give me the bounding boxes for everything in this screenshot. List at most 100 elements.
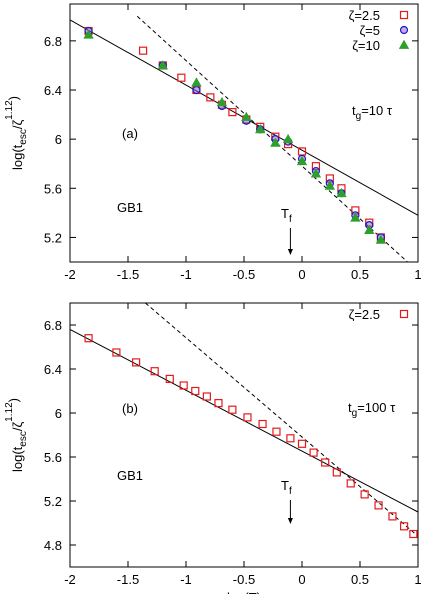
marker-square [332, 468, 341, 477]
x-tick-label: 0 [298, 572, 305, 587]
marker-square [206, 93, 215, 102]
text-part: t [348, 400, 352, 415]
subscript: g [356, 111, 362, 122]
marker-square [191, 386, 200, 396]
x-tick-label: -2 [64, 572, 76, 587]
marker-square [258, 419, 267, 429]
panel-label: (b) [122, 401, 138, 416]
y-tick-label: 6.4 [44, 362, 62, 377]
legend-label: ζ=5 [359, 23, 380, 38]
marker-square [321, 458, 330, 467]
legend-marker [399, 25, 409, 35]
text-part: log(t [10, 144, 25, 170]
marker-square [309, 448, 318, 457]
subscript: f [289, 214, 292, 225]
subscript: f [289, 486, 292, 497]
text-part: ) [6, 96, 21, 100]
y-tick-label: 5.6 [44, 450, 62, 465]
x-tick-label: -0.5 [233, 267, 255, 282]
x-tick-label: -1.5 [117, 572, 139, 587]
marker-triangle [324, 180, 336, 190]
marker-triangle [364, 224, 375, 234]
legend-marker [398, 39, 410, 49]
x-tick-label: 1 [414, 267, 421, 282]
x-tick-label: -2 [64, 267, 76, 282]
legend-label: ζ=10 [352, 38, 380, 53]
tf-label: Tf [281, 206, 292, 225]
x-tick-label: -1.5 [117, 267, 139, 282]
text-part: =10 τ [361, 103, 393, 118]
x-tick-label: 0 [298, 267, 305, 282]
text-part: T [281, 478, 289, 493]
marker-square [374, 501, 383, 510]
marker-square [297, 439, 307, 448]
y-axis-label: log(tesc/ζ1.12) [4, 96, 29, 170]
marker-triangle [191, 77, 202, 87]
tf-arrow-head [287, 518, 293, 524]
marker-square [179, 381, 188, 390]
marker-triangle [241, 111, 252, 121]
x-tick-label: -1 [180, 572, 192, 587]
x-tick-label: 0.5 [351, 267, 369, 282]
subscript: g [352, 408, 358, 419]
legend-marker [399, 309, 409, 319]
panel: -2 -1.5 -1 -0.5 0 0.5 1 4.8 5.2 5.6 6 6.4 6.8 log(tes… [4, 302, 422, 594]
marker-triangle [255, 123, 266, 134]
y-tick-label: 4.8 [44, 538, 62, 553]
y-tick-label: 5.6 [44, 181, 62, 196]
plot-frame [69, 302, 419, 568]
group-label: GB1 [117, 200, 143, 215]
x-tick-label: -1 [180, 267, 192, 282]
tf-label: Tf [281, 478, 292, 497]
marker-square [272, 427, 281, 436]
subscript: esc [18, 129, 29, 145]
legend-label: ζ=2.5 [349, 307, 380, 322]
legend-label: ζ=2.5 [349, 8, 380, 23]
marker-square [84, 334, 93, 343]
marker-triangle [282, 133, 294, 144]
marker-square [132, 358, 141, 367]
text-part: log(t [10, 446, 25, 472]
marker-square [112, 348, 121, 357]
marker-square [214, 399, 223, 408]
text-part: ) [6, 398, 21, 402]
x-tick-label: 0.5 [351, 572, 369, 587]
tf-arrow-head [287, 249, 293, 255]
y-tick-label: 6 [55, 132, 62, 147]
tg-label: tg=100 τ [348, 400, 396, 419]
marker-square [360, 490, 369, 499]
y-tick-label: 6.8 [44, 318, 62, 333]
marker-square [177, 73, 186, 82]
marker-square [202, 392, 211, 401]
y-tick-label: 6.8 [44, 34, 62, 49]
marker-square [286, 434, 295, 443]
y-tick-label: 5.2 [44, 494, 62, 509]
panel-label: (a) [122, 126, 138, 141]
marker-square [228, 405, 237, 414]
marker-triangle [216, 96, 228, 107]
subscript: esc [18, 431, 29, 447]
marker-square [243, 413, 252, 422]
marker-square [228, 108, 237, 117]
x-axis-label: log(T) [227, 590, 261, 594]
y-tick-label: 6.4 [44, 83, 62, 98]
text-part: /ζ [10, 422, 25, 432]
y-axis-label: log(tesc/ζ1.12) [4, 398, 29, 472]
text-part: =100 τ [357, 400, 396, 415]
marker-square [150, 367, 159, 376]
x-tick-label: -0.5 [233, 572, 255, 587]
x-tick-label: 1 [414, 572, 421, 587]
marker-triangle [350, 212, 361, 222]
superscript: 1.12 [4, 402, 15, 422]
marker-square [138, 46, 148, 55]
marker-triangle [83, 29, 94, 39]
tg-label: tg=10 τ [352, 103, 393, 122]
marker-triangle [310, 168, 322, 178]
marker-triangle [270, 137, 281, 147]
text-part: /ζ [10, 120, 25, 130]
text-part: t [352, 103, 356, 118]
marker-triangle [336, 187, 347, 198]
y-tick-label: 6 [55, 406, 62, 421]
marker-square [346, 479, 355, 488]
